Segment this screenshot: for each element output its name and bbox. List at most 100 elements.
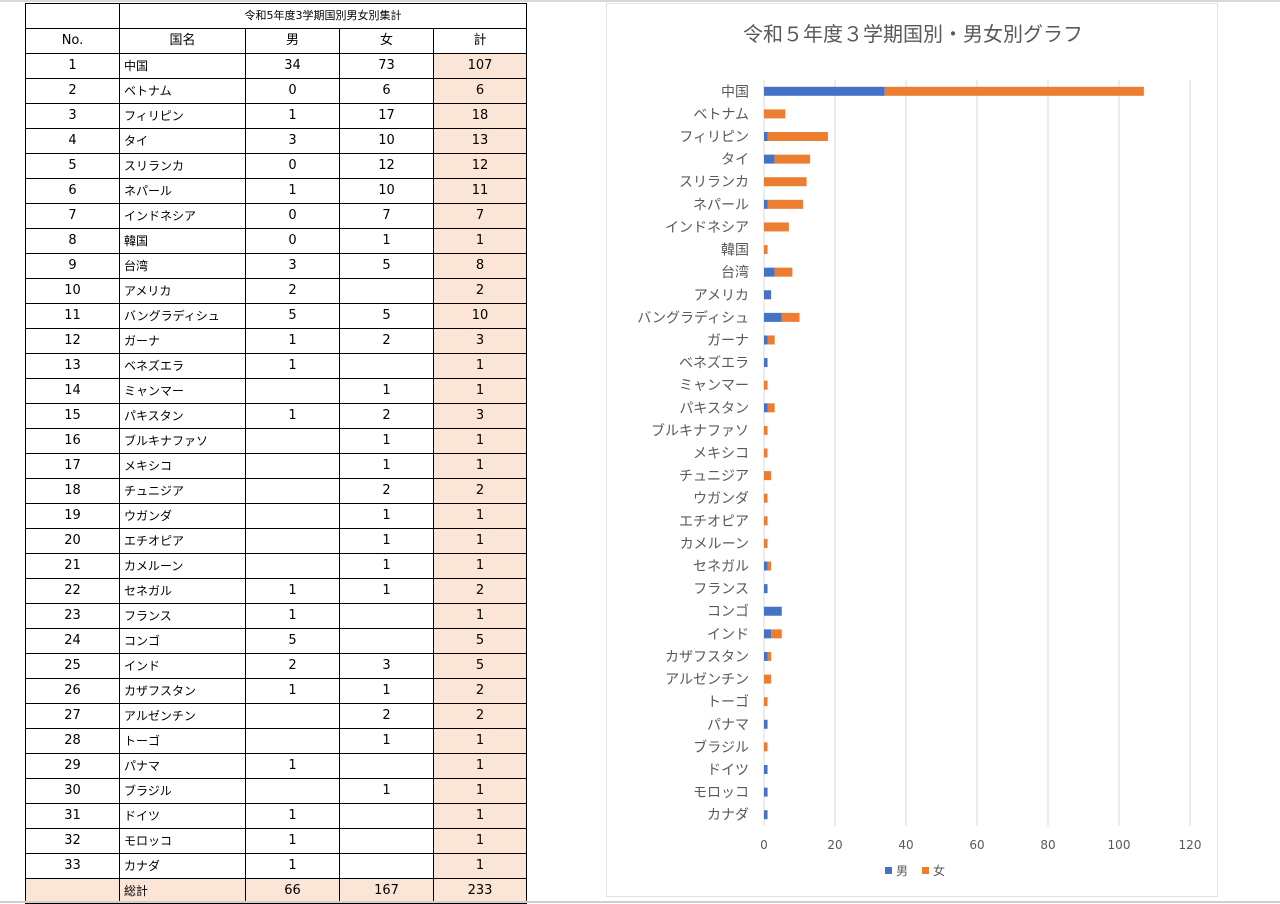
row-no: 5 xyxy=(25,153,120,179)
row-no: 32 xyxy=(25,828,120,854)
row-country: ウガンダ xyxy=(119,503,246,529)
category-label: ブルキナファソ xyxy=(651,422,749,439)
category-label: モロッコ xyxy=(693,785,749,801)
bar-male xyxy=(764,199,768,209)
bar-female xyxy=(767,403,775,413)
row-male xyxy=(245,478,340,504)
row-country: コンゴ xyxy=(119,628,246,654)
row-female: 1 xyxy=(339,553,434,579)
row-total: 1 xyxy=(433,453,527,479)
row-female: 1 xyxy=(339,578,434,604)
legend-label-female: 女 xyxy=(933,863,945,878)
row-female: 1 xyxy=(339,228,434,254)
row-male: 0 xyxy=(245,78,340,104)
row-country: パナマ xyxy=(119,753,246,779)
bar-female xyxy=(767,651,772,661)
bar-female xyxy=(764,448,768,458)
bar-male xyxy=(764,154,775,164)
bar-female xyxy=(764,697,768,707)
bottom-border xyxy=(0,901,1280,903)
category-label: ガーナ xyxy=(707,333,749,349)
table-row: 4 タイ 3 10 13 xyxy=(25,128,527,154)
row-female xyxy=(339,278,434,304)
row-male: 0 xyxy=(245,228,340,254)
total-total: 233 xyxy=(433,878,527,904)
row-male: 1 xyxy=(245,603,340,629)
row-country: アルゼンチン xyxy=(119,703,246,729)
table-total-row: 総計 66 167 233 xyxy=(25,878,527,904)
top-border xyxy=(0,0,1280,2)
total-male: 66 xyxy=(245,878,340,904)
table-row: 33 カナダ 1 1 xyxy=(25,853,527,879)
row-female: 1 xyxy=(339,678,434,704)
row-no: 1 xyxy=(25,53,120,79)
table-row: 3 フィリピン 1 17 18 xyxy=(25,103,527,129)
table-row: 20 エチオピア 1 1 xyxy=(25,528,527,554)
row-country: アメリカ xyxy=(119,278,246,304)
row-no: 2 xyxy=(25,78,120,104)
x-tick-label: 0 xyxy=(760,838,768,852)
row-no: 21 xyxy=(25,553,120,579)
table-row: 6 ネパール 1 10 11 xyxy=(25,178,527,204)
category-label: ベネズエラ xyxy=(679,356,749,372)
row-no: 7 xyxy=(25,203,120,229)
row-no: 6 xyxy=(25,178,120,204)
row-total: 1 xyxy=(433,228,527,254)
row-total: 107 xyxy=(433,53,527,79)
category-label: インドネシア xyxy=(665,220,749,236)
total-no xyxy=(25,878,120,904)
row-total: 10 xyxy=(433,303,527,329)
category-label: チュニジア xyxy=(679,469,749,485)
legend-swatch-female xyxy=(922,867,929,874)
x-tick-label: 20 xyxy=(827,838,842,852)
row-country: フィリピン xyxy=(119,103,246,129)
row-country: 台湾 xyxy=(119,253,246,279)
table-row: 18 チュニジア 2 2 xyxy=(25,478,527,504)
category-label: 台湾 xyxy=(721,264,749,281)
row-total: 8 xyxy=(433,253,527,279)
row-male: 1 xyxy=(245,578,340,604)
row-total: 1 xyxy=(433,728,527,754)
table-row: 16 ブルキナファソ 1 1 xyxy=(25,428,527,454)
header-male: 男 xyxy=(245,28,340,54)
row-total: 2 xyxy=(433,478,527,504)
row-female xyxy=(339,603,434,629)
row-female: 1 xyxy=(339,378,434,404)
bar-female xyxy=(764,222,789,232)
category-label: タイ xyxy=(721,152,749,168)
row-no: 18 xyxy=(25,478,120,504)
row-no: 28 xyxy=(25,728,120,754)
bar-male xyxy=(764,86,885,96)
row-female xyxy=(339,803,434,829)
row-no: 9 xyxy=(25,253,120,279)
bar-female xyxy=(771,629,782,639)
bar-male xyxy=(764,290,772,300)
table-row: 31 ドイツ 1 1 xyxy=(25,803,527,829)
table-row: 19 ウガンダ 1 1 xyxy=(25,503,527,529)
table-row: 25 インド 2 3 5 xyxy=(25,653,527,679)
summary-table: 令和5年度3学期国別男女別集計 No. 国名 男 女 計 1 中国 34 73 107 2… xyxy=(25,3,527,904)
category-label: ネパール xyxy=(693,197,749,213)
row-country: インドネシア xyxy=(119,203,246,229)
row-female: 10 xyxy=(339,128,434,154)
row-male: 1 xyxy=(245,353,340,379)
row-female xyxy=(339,853,434,879)
bar-female xyxy=(764,380,768,390)
row-no: 12 xyxy=(25,328,120,354)
row-total: 3 xyxy=(433,328,527,354)
bar-female xyxy=(764,538,768,548)
row-country: ブルキナファソ xyxy=(119,428,246,454)
row-no: 19 xyxy=(25,503,120,529)
row-male: 5 xyxy=(245,303,340,329)
row-female: 3 xyxy=(339,653,434,679)
bar-female xyxy=(774,154,811,164)
row-no: 23 xyxy=(25,603,120,629)
bar-male xyxy=(764,312,782,322)
table-row: 8 韓国 0 1 1 xyxy=(25,228,527,254)
row-female: 5 xyxy=(339,253,434,279)
row-total: 2 xyxy=(433,278,527,304)
category-label: カナダ xyxy=(707,808,749,824)
table-row: 29 パナマ 1 1 xyxy=(25,753,527,779)
row-no: 22 xyxy=(25,578,120,604)
row-total: 2 xyxy=(433,578,527,604)
